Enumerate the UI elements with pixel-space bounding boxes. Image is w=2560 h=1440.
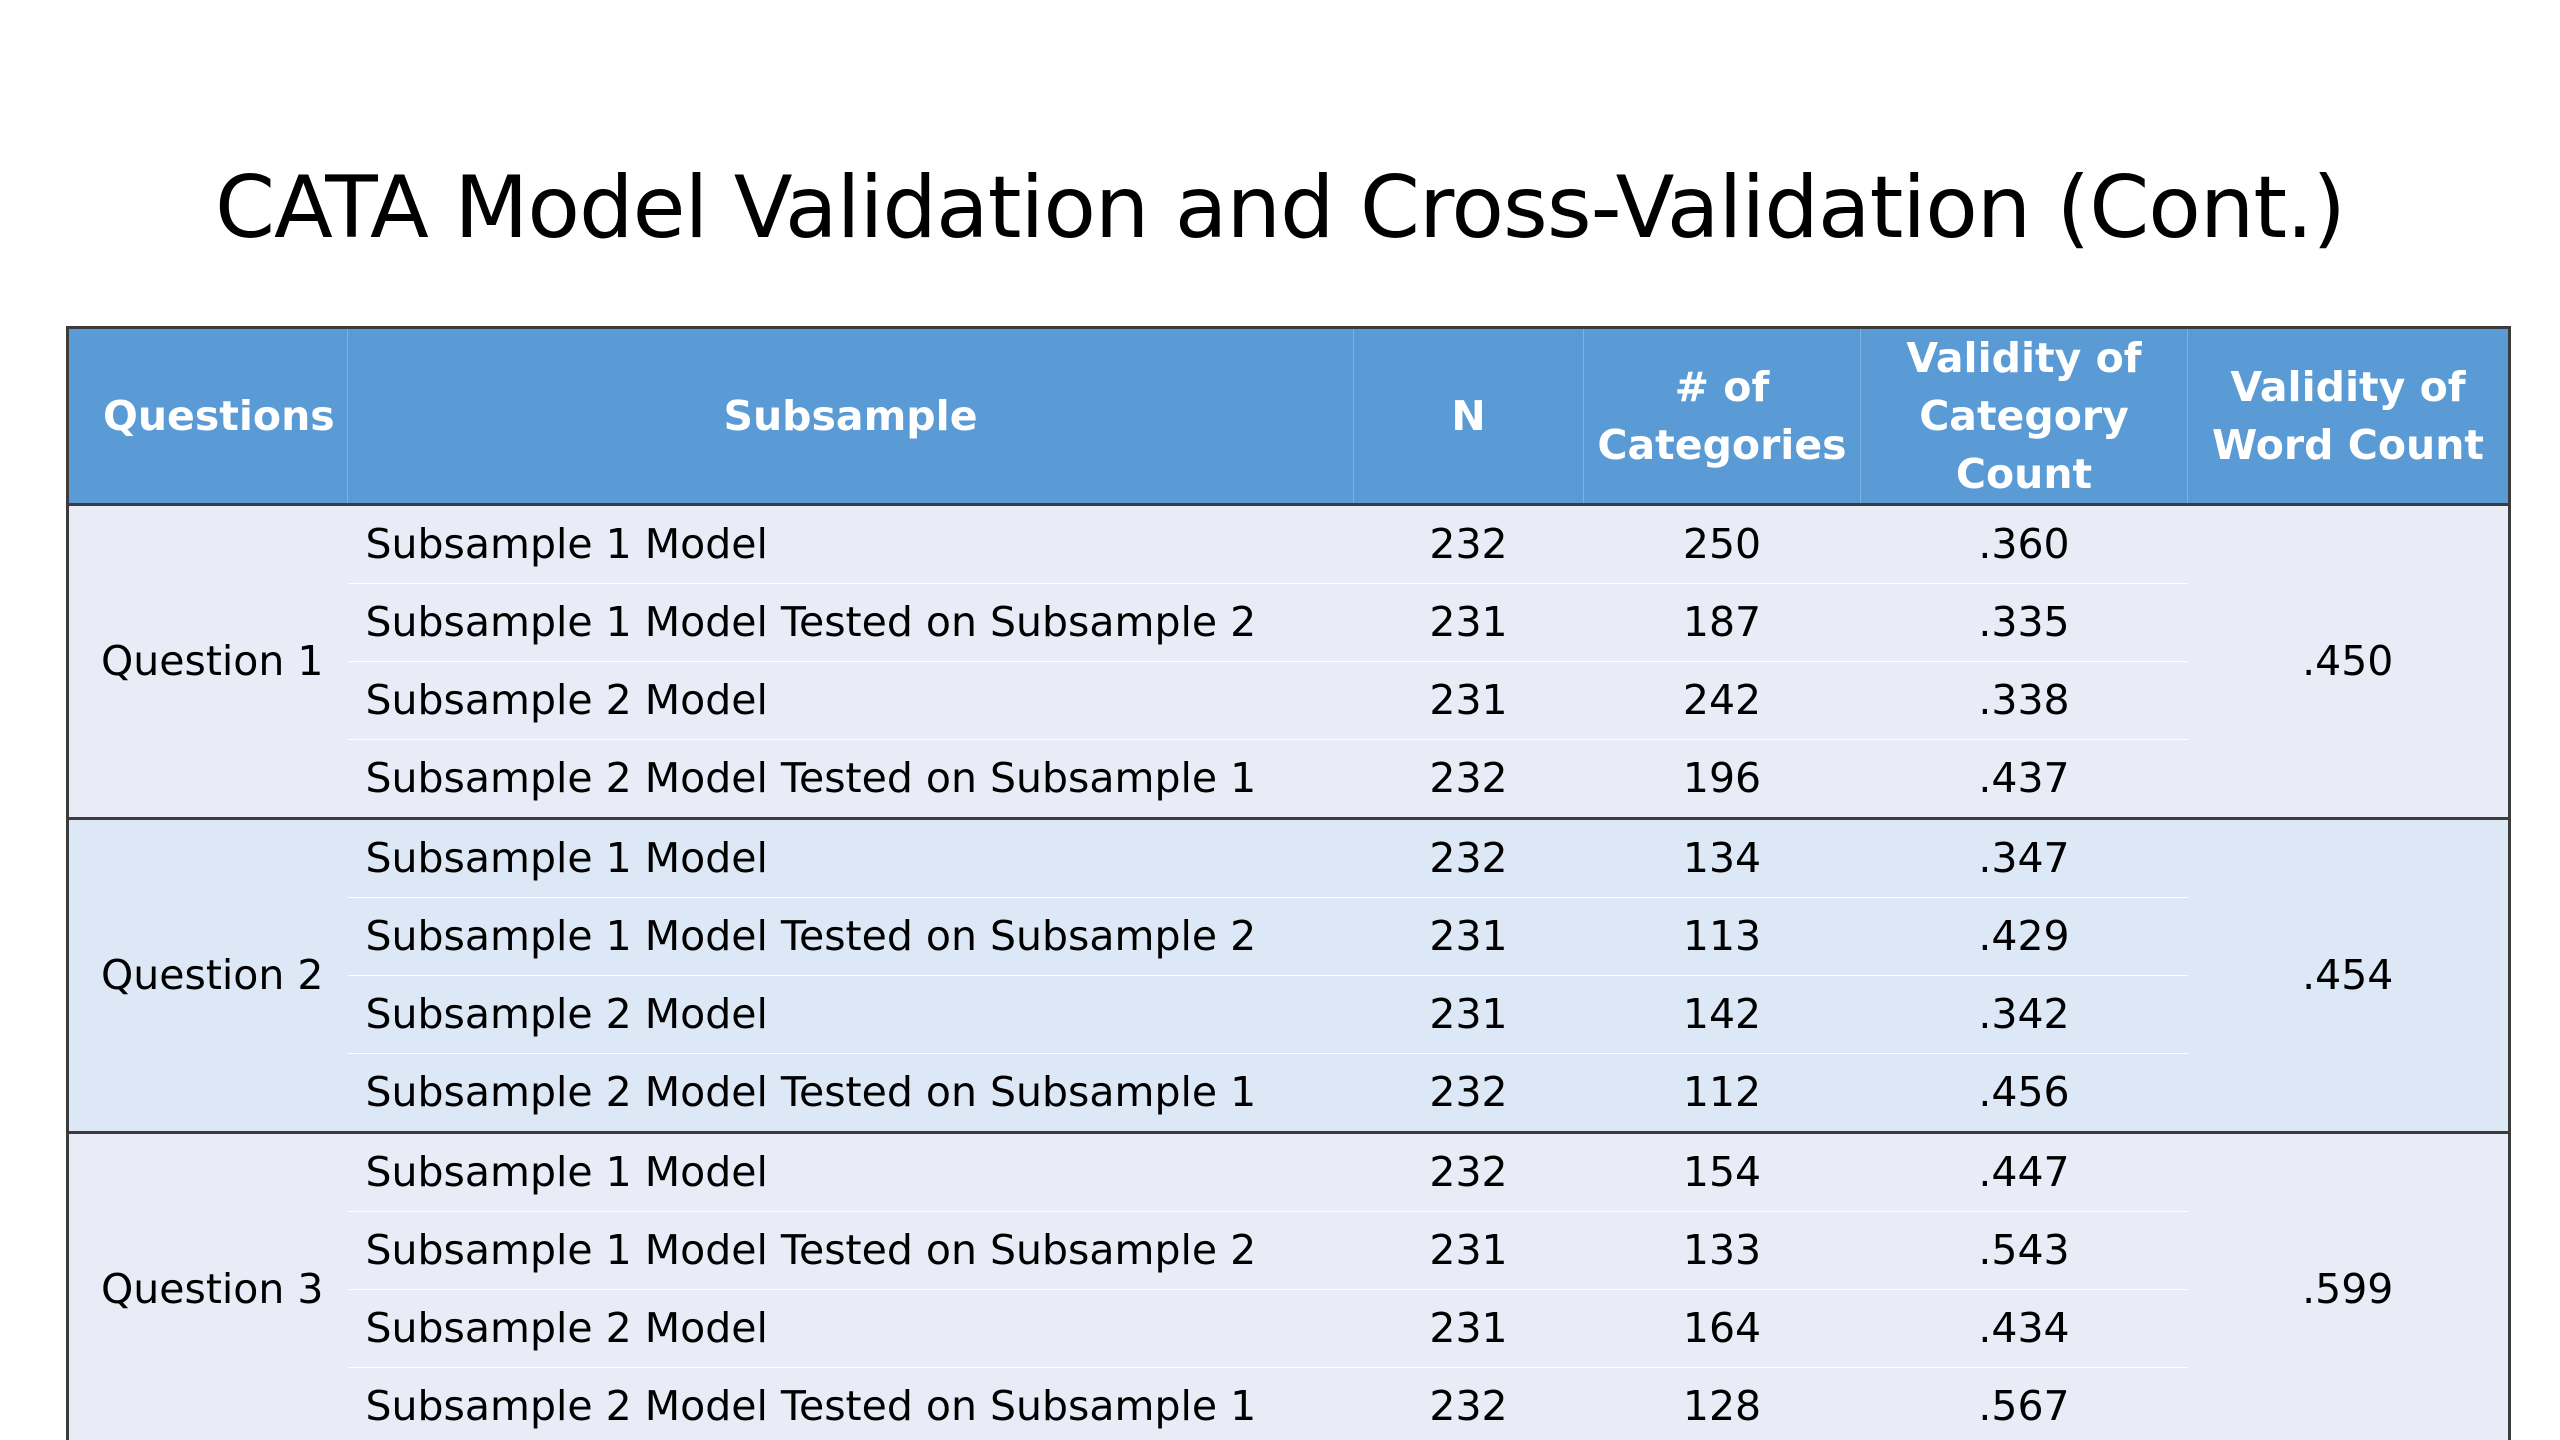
subsample-cell: Subsample 2 Model xyxy=(347,1289,1354,1368)
subsample-cell: Subsample 2 Model Tested on Subsample 1 xyxy=(347,1053,1354,1133)
question-cell: Question 1 xyxy=(67,504,348,819)
validity-cell: .338 xyxy=(1860,661,2188,740)
table-row: Subsample 2 Model 231 242 .338 xyxy=(68,661,2510,740)
header-validity-category-line2: Category Count xyxy=(1919,392,2129,498)
subsample-cell: Subsample 2 Model Tested on Subsample 1 xyxy=(347,1367,1354,1440)
categories-cell: 250 xyxy=(1583,504,1861,584)
n-cell: 232 xyxy=(1353,1367,1584,1440)
header-categories: # of Categories xyxy=(1583,327,1861,506)
validity-cell: .347 xyxy=(1860,817,2188,898)
n-cell: 232 xyxy=(1353,1053,1584,1133)
categories-cell: 196 xyxy=(1583,739,1861,819)
header-subsample: Subsample xyxy=(347,327,1354,506)
validity-cell: .342 xyxy=(1860,975,2188,1054)
validity-cell: .456 xyxy=(1860,1053,2188,1133)
table-row: Subsample 2 Model Tested on Subsample 1 … xyxy=(68,739,2510,819)
table-row: Subsample 1 Model Tested on Subsample 2 … xyxy=(68,1211,2510,1290)
slide-title: CATA Model Validation and Cross-Validati… xyxy=(215,158,2346,258)
subsample-cell: Subsample 2 Model xyxy=(347,975,1354,1054)
table-row: Question 1 Subsample 1 Model 232 250 .36… xyxy=(67,504,2510,819)
table-row: Question 2 Subsample 1 Model 232 134 .34… xyxy=(67,817,2510,1133)
table-row: Subsample 2 Model 231 164 .434 xyxy=(68,1289,2510,1368)
n-cell: 232 xyxy=(1353,817,1584,898)
validity-cell: .437 xyxy=(1860,739,2188,819)
table-row: Subsample 1 Model Tested on Subsample 2 … xyxy=(68,583,2510,662)
validity-cell: .567 xyxy=(1860,1367,2188,1440)
table-row: Subsample 1 Model Tested on Subsample 2 … xyxy=(68,897,2510,976)
table-row: Subsample 2 Model Tested on Subsample 1 … xyxy=(68,1367,2510,1440)
results-table: Questions Subsample N # of Categories Va… xyxy=(66,326,2511,1440)
header-validity-category: Validity of Category Count xyxy=(1860,327,2188,506)
n-cell: 231 xyxy=(1353,1289,1584,1368)
categories-cell: 187 xyxy=(1583,583,1861,662)
categories-cell: 112 xyxy=(1583,1053,1861,1133)
categories-cell: 128 xyxy=(1583,1367,1861,1440)
n-cell: 232 xyxy=(1353,739,1584,819)
validity-cell: .429 xyxy=(1860,897,2188,976)
question-cell: Question 2 xyxy=(67,817,348,1133)
subsample-cell: Subsample 1 Model xyxy=(347,817,1354,898)
validity-cell: .543 xyxy=(1860,1211,2188,1290)
n-cell: 231 xyxy=(1353,897,1584,976)
header-categories-line2: Categories xyxy=(1597,421,1847,469)
header-validity-word-line2: Word Count xyxy=(2211,421,2484,469)
subsample-cell: Subsample 1 Model Tested on Subsample 2 xyxy=(347,897,1354,976)
header-validity-word: Validity of Word Count xyxy=(2187,327,2510,506)
word-count-validity-cell: .599 xyxy=(2187,1131,2510,1440)
table-row: Question 3 Subsample 1 Model 232 154 .44… xyxy=(67,1131,2510,1440)
subsample-cell: Subsample 2 Model xyxy=(347,661,1354,740)
categories-cell: 154 xyxy=(1583,1131,1861,1212)
categories-cell: 164 xyxy=(1583,1289,1861,1368)
n-cell: 231 xyxy=(1353,661,1584,740)
validity-cell: .360 xyxy=(1860,504,2188,584)
categories-cell: 113 xyxy=(1583,897,1861,976)
n-cell: 232 xyxy=(1353,1131,1584,1212)
subsample-cell: Subsample 2 Model Tested on Subsample 1 xyxy=(347,739,1354,819)
subsample-cell: Subsample 1 Model Tested on Subsample 2 xyxy=(347,583,1354,662)
question-cell: Question 3 xyxy=(67,1131,348,1440)
table-row: Subsample 2 Model 231 142 .342 xyxy=(68,975,2510,1054)
validity-cell: .447 xyxy=(1860,1131,2188,1212)
categories-cell: 242 xyxy=(1583,661,1861,740)
header-questions: Questions xyxy=(67,327,348,506)
n-cell: 231 xyxy=(1353,583,1584,662)
header-validity-word-line1: Validity of xyxy=(2230,363,2466,411)
header-categories-line1: # of xyxy=(1674,363,1770,411)
categories-cell: 142 xyxy=(1583,975,1861,1054)
word-count-validity-cell: .454 xyxy=(2187,817,2510,1133)
table-body: Question 1 Subsample 1 Model 232 250 .36… xyxy=(67,504,2510,1440)
subsample-cell: Subsample 1 Model xyxy=(347,504,1354,584)
table-header: Questions Subsample N # of Categories Va… xyxy=(67,327,2510,506)
header-row: Questions Subsample N # of Categories Va… xyxy=(67,327,2510,506)
header-n: N xyxy=(1353,327,1584,506)
categories-cell: 133 xyxy=(1583,1211,1861,1290)
validity-cell: .335 xyxy=(1860,583,2188,662)
n-cell: 232 xyxy=(1353,504,1584,584)
n-cell: 231 xyxy=(1353,975,1584,1054)
subsample-cell: Subsample 1 Model Tested on Subsample 2 xyxy=(347,1211,1354,1290)
subsample-cell: Subsample 1 Model xyxy=(347,1131,1354,1212)
n-cell: 231 xyxy=(1353,1211,1584,1290)
validity-cell: .434 xyxy=(1860,1289,2188,1368)
table-row: Subsample 2 Model Tested on Subsample 1 … xyxy=(68,1053,2510,1133)
word-count-validity-cell: .450 xyxy=(2187,504,2510,819)
categories-cell: 134 xyxy=(1583,817,1861,898)
header-validity-category-line1: Validity of xyxy=(1906,334,2142,382)
